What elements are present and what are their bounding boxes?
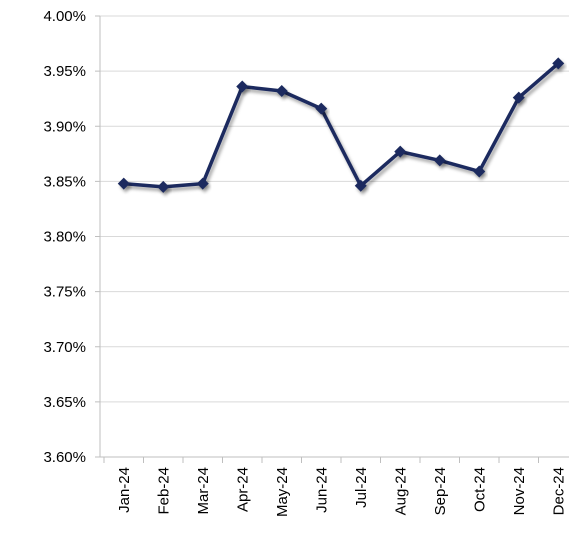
x-tick-label: Oct-24 (471, 467, 488, 512)
x-tick-label: Jul-24 (353, 467, 370, 508)
x-tick-label: Nov-24 (511, 467, 528, 515)
x-tick-label: May-24 (274, 467, 291, 517)
marker (394, 145, 407, 158)
marker (157, 180, 170, 193)
marker (196, 177, 209, 190)
marker (433, 154, 446, 167)
marker (354, 179, 367, 192)
marker (512, 91, 525, 104)
x-tick-label: Feb-24 (155, 467, 172, 515)
x-tick-label: Sep-24 (432, 467, 449, 515)
y-tick-label: 3.70% (43, 339, 86, 356)
y-tick-label: 3.95% (43, 63, 86, 80)
grid (100, 15, 569, 458)
y-tick-label: 3.75% (43, 284, 86, 301)
line (123, 62, 560, 189)
y-tick-label: 4.00% (43, 8, 86, 25)
y-tick-label: 3.85% (43, 173, 86, 190)
x-tick-label: Mar-24 (195, 467, 212, 515)
marker (275, 84, 288, 97)
marker (315, 102, 328, 115)
y-tick-label: 3.90% (43, 118, 86, 135)
x-tick-label: Apr-24 (234, 467, 251, 512)
x-tick-label: Dec-24 (550, 467, 567, 515)
marker (473, 165, 486, 178)
x-tick-label: Aug-24 (392, 467, 409, 515)
y-tick-label: 3.80% (43, 229, 86, 246)
y-tick-label: 3.65% (43, 394, 86, 411)
marker (236, 80, 249, 93)
x-tick-label: Jun-24 (313, 467, 330, 513)
y-tick-label: 3.60% (43, 449, 86, 466)
plot (117, 57, 565, 193)
axes: 3.60% 3.65% 3.70% 3.75% 3.80% 3.85% 3.90% 3.95%… (43, 8, 569, 517)
x-tick-label: Jan-24 (116, 467, 133, 513)
marker (117, 177, 130, 190)
marker (552, 57, 565, 70)
